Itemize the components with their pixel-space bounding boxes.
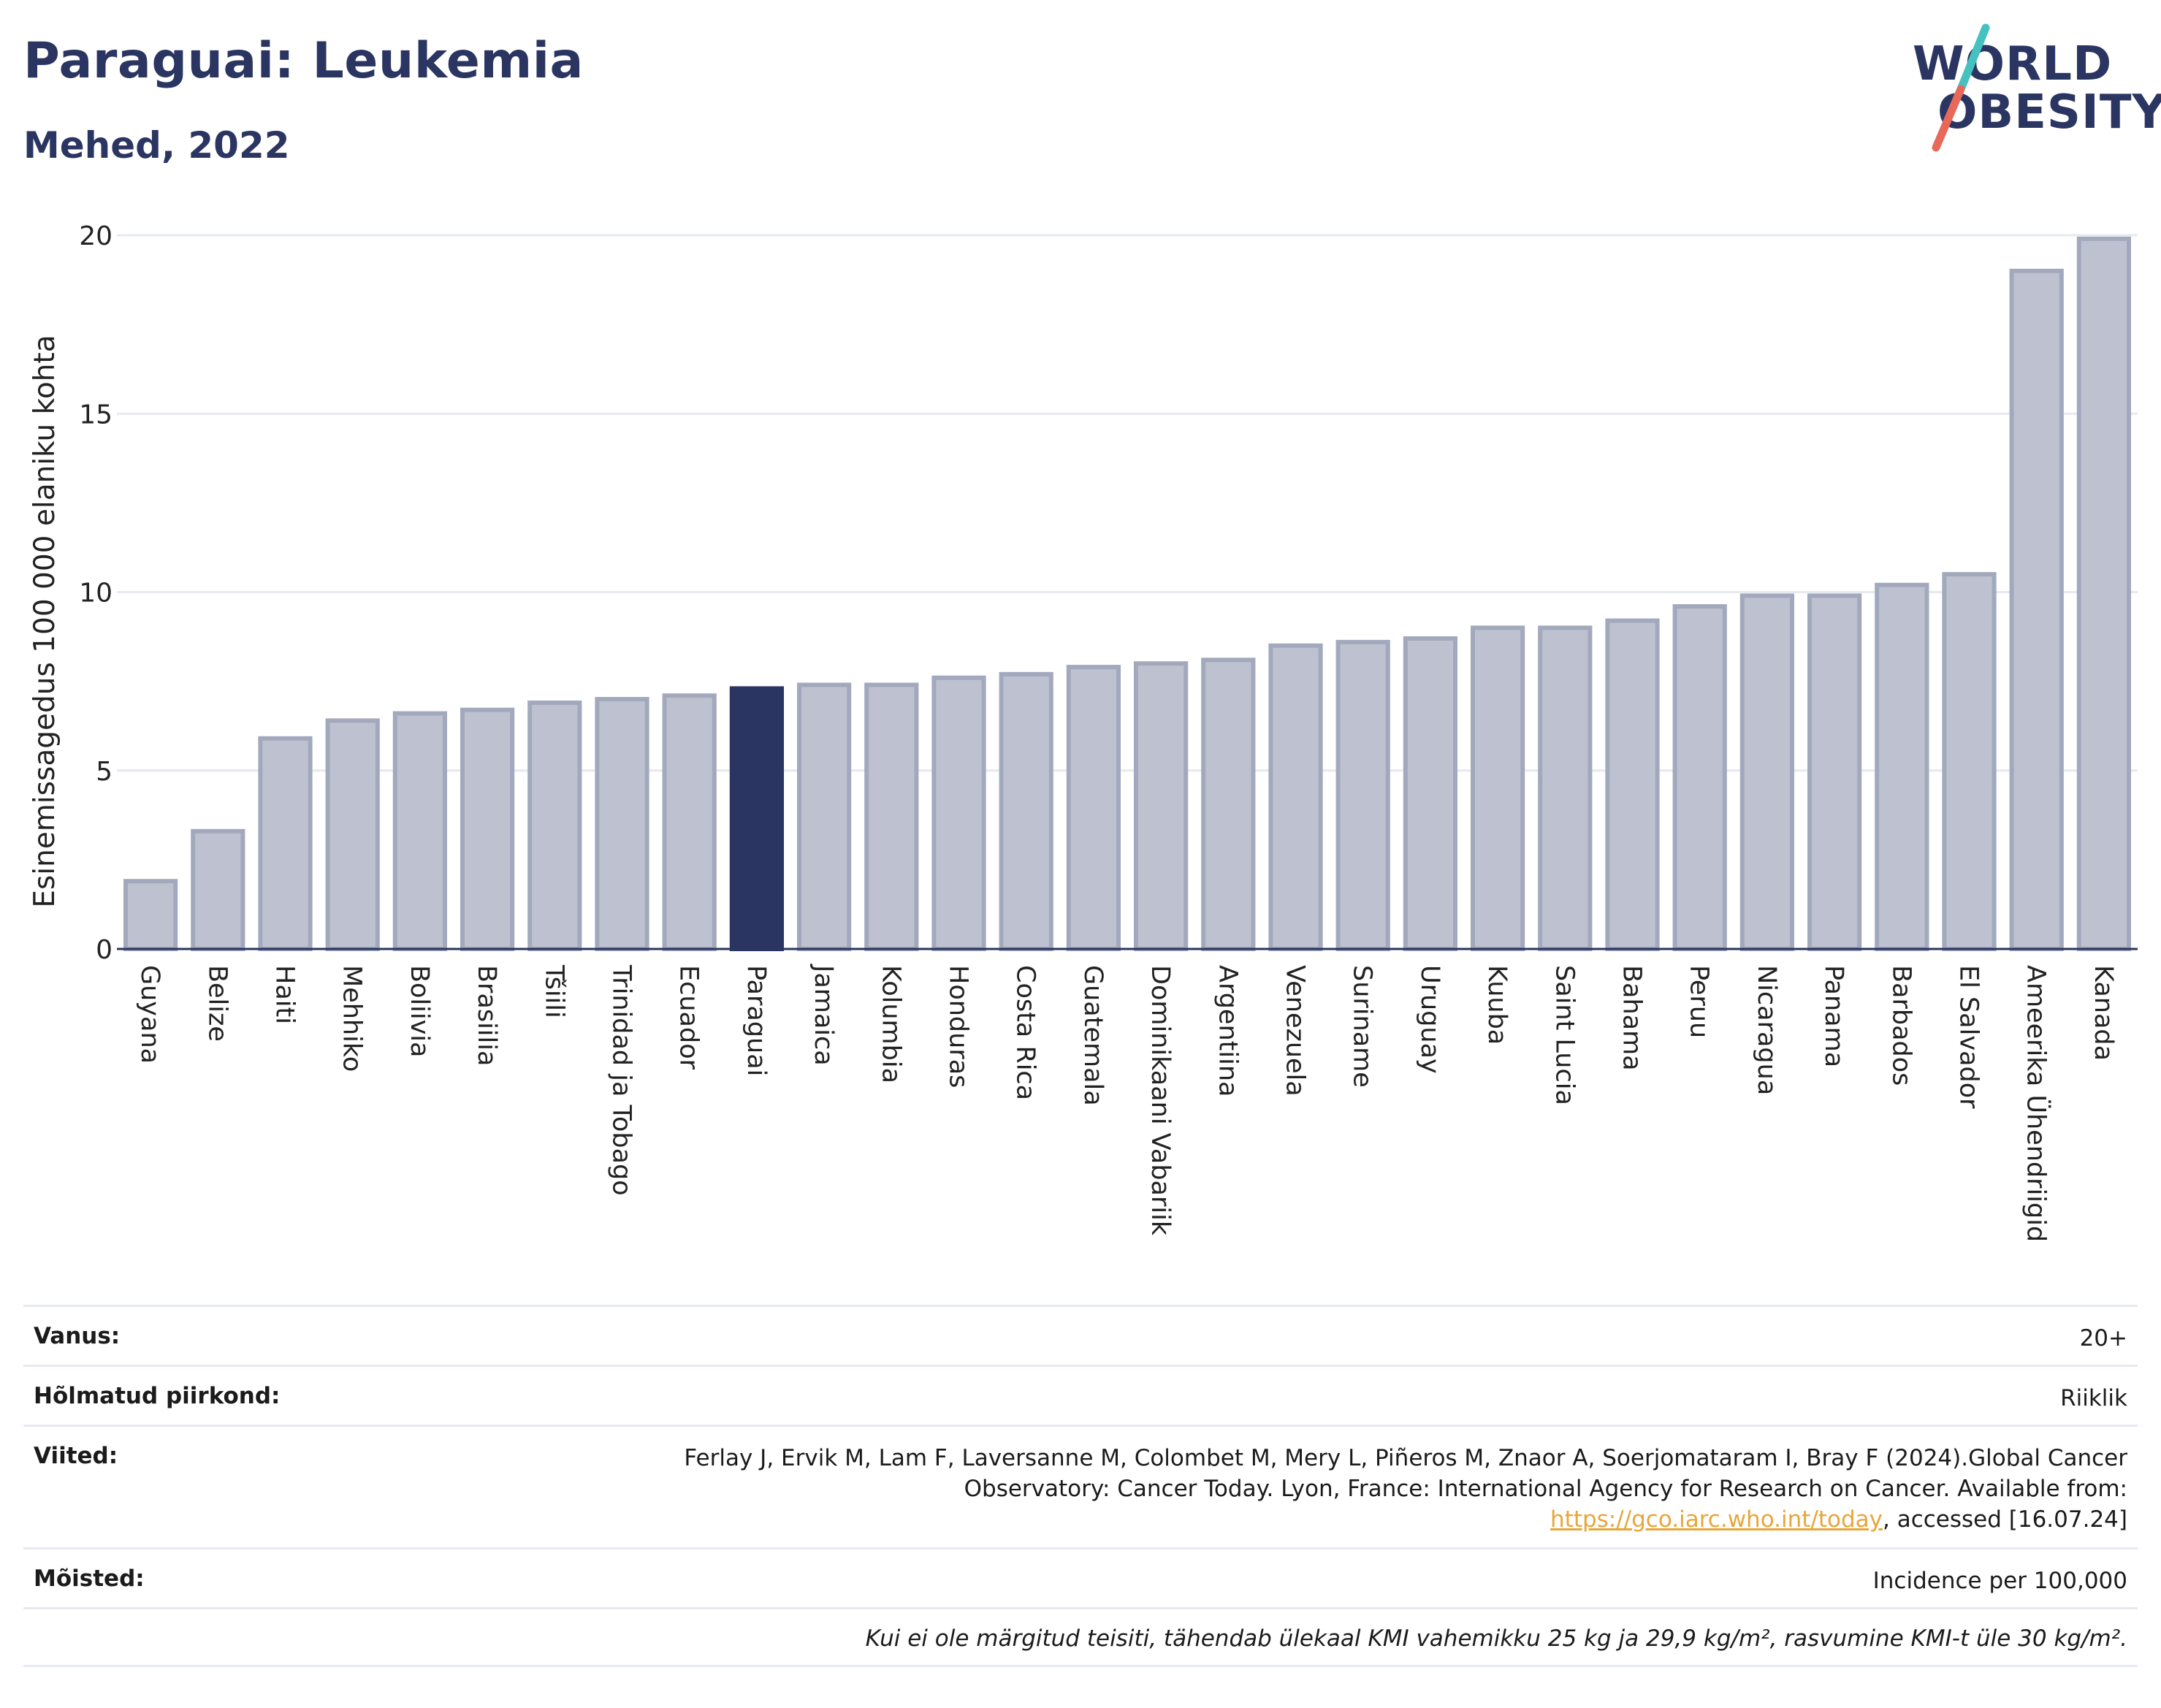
x-tick-label: Brasiilia (472, 965, 501, 1066)
info-row-age: Vanus: 20+ (23, 1305, 2138, 1365)
x-tick-label: Venezuela (1281, 965, 1310, 1097)
bar-brasiilia (460, 707, 515, 952)
y-tick-label: 15 (79, 400, 113, 430)
y-tick-label: 0 (96, 935, 113, 965)
chart-title: Paraguai: Leukemia (23, 32, 584, 90)
bars (117, 236, 2138, 952)
x-tick-label: Guyana (135, 965, 164, 1064)
bar-boliivia (392, 711, 448, 952)
info-row-references: Viited: Ferlay J, Ervik M, Lam F, Lavers… (23, 1425, 2138, 1547)
bar-ecuador (662, 693, 717, 951)
references-label: Viited: (34, 1443, 118, 1469)
bar-argentiina (1201, 657, 1256, 951)
x-tick-label: Peruu (1685, 965, 1714, 1038)
x-tick-label: Paraguai (742, 965, 771, 1076)
bar-panama (1807, 593, 1862, 951)
bar-kolumbia (864, 682, 919, 951)
logo-text-obesity: OBESITY (1937, 85, 2161, 140)
bar-uruguay (1403, 636, 1458, 951)
bar-tšiili (527, 700, 582, 951)
area-value: Riiklik (2060, 1385, 2127, 1411)
bar-nicaragua (1739, 593, 1795, 951)
definitions-label: Mõisted: (34, 1566, 145, 1592)
bar-kuuba (1470, 625, 1525, 951)
age-label: Vanus: (34, 1323, 121, 1349)
references-value: Ferlay J, Ervik M, Lam F, Laversanne M, … (622, 1443, 2127, 1535)
x-tick-label: Ecuador (674, 965, 704, 1070)
x-tick-label: Honduras (944, 965, 973, 1088)
info-row-footnote: Kui ei ole märgitud teisiti, tähendab ül… (23, 1607, 2138, 1667)
bar-guatemala (1066, 665, 1121, 952)
x-tick-label: Tšiili (539, 964, 568, 1018)
references-link[interactable]: https://gco.iarc.who.int/today (1550, 1506, 1883, 1533)
x-tick-label: Mehhiko (338, 965, 367, 1072)
x-tick-label: Belize (202, 965, 232, 1042)
x-tick-label: Kuuba (1482, 965, 1512, 1045)
references-accessed: , accessed [16.07.24] (1882, 1506, 2127, 1533)
x-tick-label: Ameerika Ühendriigid (2021, 965, 2052, 1242)
x-tick-label: Panama (1819, 965, 1848, 1067)
x-tick-label: Saint Lucia (1550, 965, 1579, 1105)
x-tick-label: Argentiina (1213, 965, 1242, 1097)
bar-chart: 0 5 10 15 20 Guyana Belize Haiti Mehhiko Boliivi… (28, 221, 2138, 1242)
references-text: Ferlay J, Ervik M, Lam F, Laversanne M, … (684, 1445, 2127, 1502)
area-label: Hõlmatud piirkond: (34, 1383, 281, 1409)
bar-saint-lucia (1538, 625, 1593, 951)
x-tick-label: Nicaragua (1752, 965, 1781, 1095)
world-obesity-logo: WORLD OBESITY (1899, 22, 2161, 153)
info-row-definitions: Mõisted: Incidence per 100,000 (23, 1547, 2138, 1607)
age-value: 20+ (2079, 1325, 2127, 1351)
x-tick-label: Kanada (2089, 965, 2118, 1061)
bar-el-salvador (1942, 572, 1997, 951)
bar-guyana (123, 879, 178, 951)
bar-bahama (1605, 618, 1660, 952)
logo-slash-icon (1932, 23, 1990, 152)
y-tick-label: 5 (96, 757, 113, 787)
definitions-value: Incidence per 100,000 (1872, 1568, 2127, 1594)
footnote: Kui ei ole märgitud teisiti, tähendab ül… (865, 1625, 2127, 1652)
gridlines (117, 234, 2138, 772)
bar-venezuela (1268, 643, 1323, 952)
logo-text-world: WORLD (1913, 37, 2113, 91)
bar-costa-rica (999, 671, 1053, 951)
bar-kanada (2076, 236, 2132, 951)
bar-trinidad-ja-tobago (595, 697, 649, 951)
chart-subtitle: Mehed, 2022 (23, 124, 290, 167)
x-tick-label: Trinidad ja Tobago (607, 964, 636, 1196)
y-tick-label: 10 (79, 579, 113, 609)
bar-belize (191, 828, 245, 951)
x-tick-label: Dominikaani Vabariik (1146, 965, 1175, 1236)
x-tick-label: Costa Rica (1011, 965, 1040, 1100)
y-tick-label: 20 (79, 221, 113, 251)
info-table: Vanus: 20+ Hõlmatud piirkond: Riiklik Vi… (23, 1305, 2138, 1667)
x-tick-label: Bahama (1617, 965, 1647, 1071)
bar-barbados (1875, 582, 1929, 951)
x-tick-label: Kolumbia (876, 965, 905, 1083)
bar-dominikaani-vabariik (1133, 661, 1189, 951)
bar-mehhiko (325, 718, 380, 951)
x-axis-ticks: Guyana Belize Haiti Mehhiko Boliivia Brasiili… (135, 964, 2118, 1242)
y-axis-ticks: 0 5 10 15 20 (79, 221, 113, 965)
info-row-area: Hõlmatud piirkond: Riiklik (23, 1365, 2138, 1425)
bar-jamaica (796, 682, 852, 951)
bar-haiti (258, 736, 313, 951)
bar-ameerika-ühendriigid (2009, 268, 2064, 952)
bar-honduras (931, 675, 986, 951)
x-tick-label: El Salvador (1954, 965, 1983, 1109)
x-tick-label: Jamaica (809, 964, 838, 1066)
x-tick-label: Uruguay (1415, 965, 1444, 1074)
bar-suriname (1335, 639, 1390, 951)
x-tick-label: Haiti (270, 965, 300, 1024)
x-tick-label: Boliivia (405, 965, 434, 1057)
x-tick-label: Suriname (1348, 965, 1377, 1088)
bar-peruu (1672, 604, 1727, 951)
bar-paraguai (729, 686, 785, 952)
y-axis-label: Esinemissagedus 100 000 elaniku kohta (28, 335, 61, 907)
x-tick-label: Barbados (1886, 965, 1916, 1086)
x-tick-label: Guatemala (1078, 965, 1108, 1106)
